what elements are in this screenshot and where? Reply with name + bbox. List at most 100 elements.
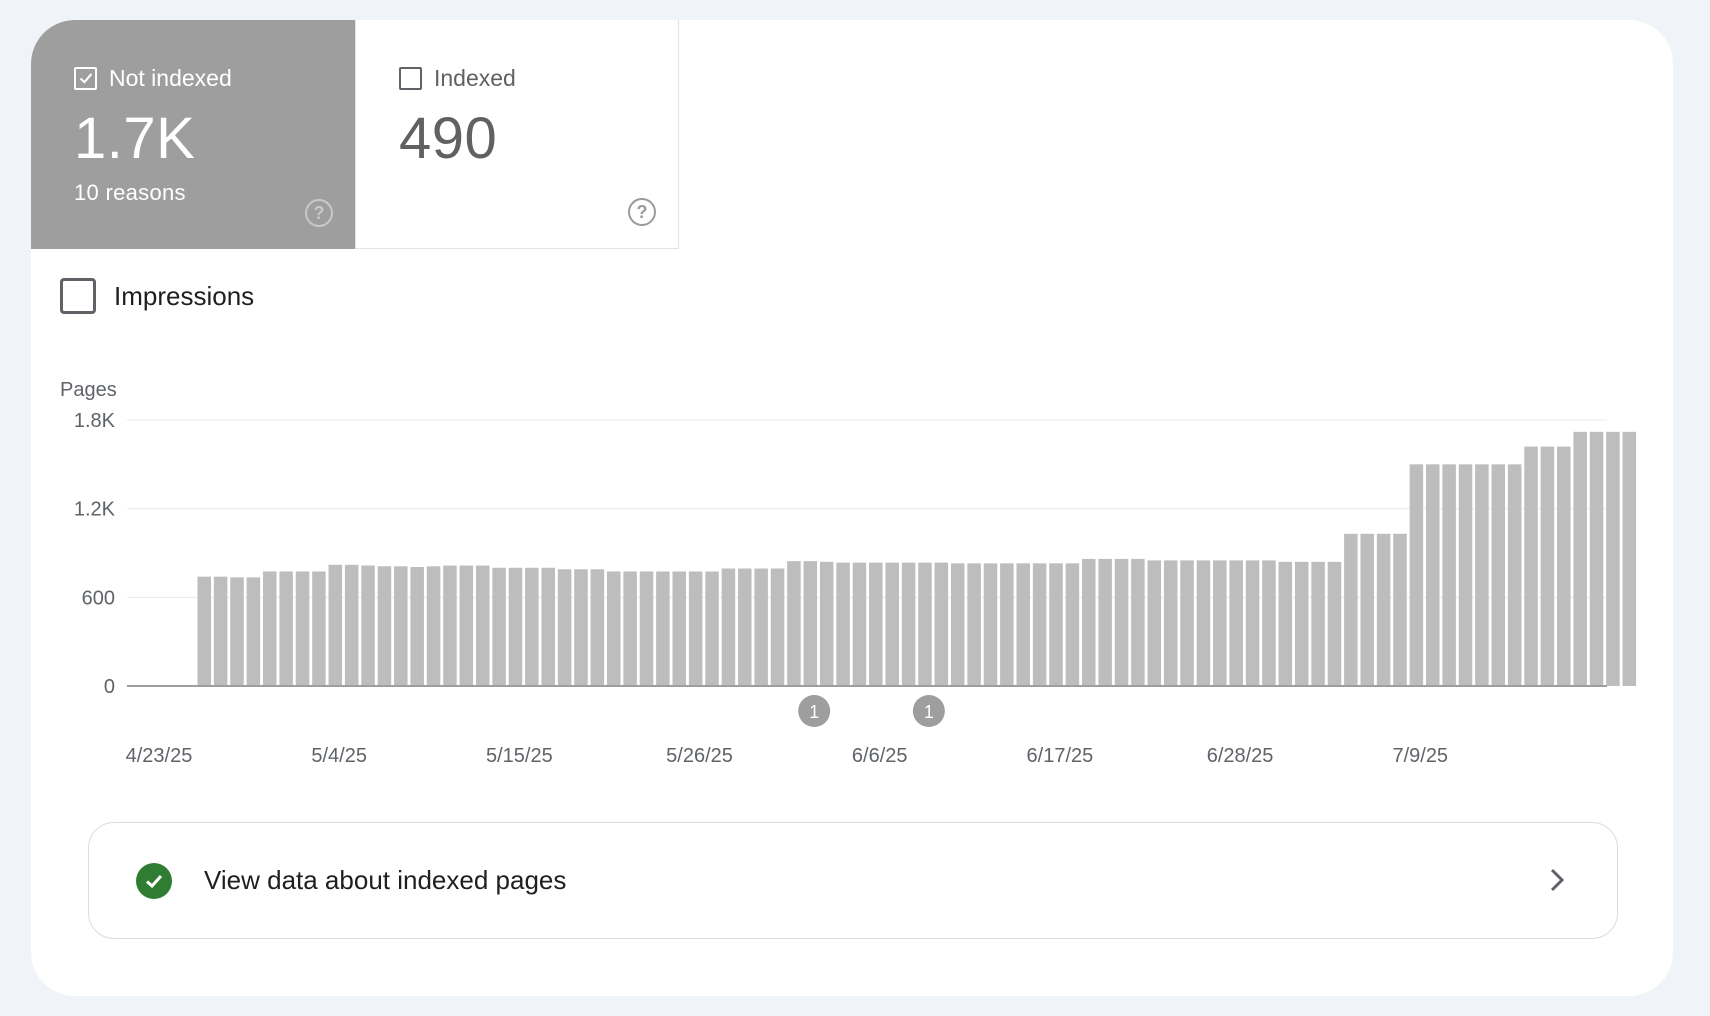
- chart-bar: [1016, 563, 1030, 686]
- chart-bar: [1114, 558, 1129, 686]
- chart-bar: [983, 563, 998, 686]
- chart-bar: [967, 563, 981, 686]
- chart-bar: [1213, 560, 1227, 686]
- impressions-checkbox[interactable]: [60, 278, 96, 314]
- checkbox-not-indexed[interactable]: [74, 66, 97, 90]
- pages-bar-chart: Pages 0 600 1.2K 1.8K 4/23/25 5/4/25 5/15/25 5/2…: [60, 379, 1637, 767]
- chart-bar: [934, 562, 949, 686]
- x-tick-label: 5/15/25: [486, 745, 553, 767]
- chart-bar: [394, 566, 408, 686]
- chart-bar: [1131, 558, 1145, 686]
- chart-bar: [230, 577, 244, 686]
- y-tick-label: 1.2K: [74, 499, 116, 521]
- chart-bar: [1557, 446, 1571, 686]
- help-icon[interactable]: ?: [305, 199, 333, 227]
- chart-bar: [901, 562, 916, 686]
- chart-bar: [492, 567, 506, 686]
- chart-bar: [1491, 464, 1506, 686]
- x-tick-label: 4/23/25: [126, 745, 193, 767]
- annotation-marker: [912, 695, 945, 727]
- impressions-toggle[interactable]: Impressions: [60, 278, 254, 314]
- view-indexed-pages-label: View data about indexed pages: [204, 865, 567, 895]
- checkmark-icon: [79, 73, 92, 84]
- chart-bar: [1409, 464, 1424, 686]
- chart-bar: [1589, 431, 1604, 686]
- chart-bar: [1049, 563, 1063, 686]
- chart-bar: [1278, 561, 1293, 686]
- help-icon[interactable]: ?: [628, 198, 656, 226]
- chart-bar: [295, 571, 310, 686]
- chart-bar: [1393, 533, 1407, 686]
- chart-bar: [426, 566, 441, 686]
- chart-bar: [1540, 446, 1555, 686]
- chart-bar: [1376, 533, 1391, 686]
- chart-bar: [1180, 560, 1194, 686]
- chart-bar: [377, 566, 392, 686]
- tile-indexed[interactable]: Indexed 490 ?: [355, 20, 679, 249]
- impressions-label: Impressions: [114, 280, 255, 311]
- chart-bar: [475, 565, 490, 686]
- check-circle-icon: [136, 862, 172, 899]
- chart-bar: [1147, 560, 1162, 686]
- chart-bar: [1606, 431, 1620, 686]
- y-tick-label: 600: [82, 587, 115, 609]
- chart-bar: [754, 568, 768, 686]
- chart-bar: [525, 567, 539, 686]
- y-tick-label: 0: [104, 676, 115, 698]
- chart-bar: [639, 571, 654, 686]
- chart-bar: [1507, 464, 1522, 686]
- chart-bar: [1475, 464, 1489, 686]
- chart-bar: [885, 562, 899, 686]
- chart-bar: [557, 569, 572, 686]
- chart-bar: [1065, 563, 1080, 686]
- chart-bar: [197, 576, 211, 686]
- x-tick-label: 6/6/25: [852, 745, 908, 767]
- tile-indexed-header: Indexed: [399, 64, 678, 92]
- chart-bar: [328, 564, 343, 686]
- checkbox-indexed[interactable]: [399, 66, 422, 90]
- chart-bar: [656, 571, 670, 686]
- chart-bar: [1622, 431, 1637, 686]
- chart-bar: [1360, 533, 1374, 686]
- chart-bar: [950, 563, 965, 686]
- tile-indexed-value: 490: [399, 106, 498, 171]
- tile-not-indexed[interactable]: Not indexed 1.7K 10 reasons ?: [31, 20, 355, 249]
- chart-bar: [918, 562, 932, 686]
- x-tick-label: 6/17/25: [1027, 745, 1094, 767]
- chart-bar: [869, 562, 883, 686]
- chart-bar: [688, 571, 703, 686]
- chart-bar: [1196, 560, 1211, 686]
- chart-bar: [1524, 446, 1538, 686]
- chart-bar: [1426, 464, 1440, 686]
- chart-bar: [607, 571, 621, 686]
- chart-bar: [1032, 563, 1047, 686]
- chart-bar: [721, 568, 736, 686]
- chart-bar: [787, 561, 801, 686]
- tile-not-indexed-value: 1.7K: [74, 106, 196, 171]
- annotation-label: 1: [924, 702, 934, 722]
- view-indexed-pages-link[interactable]: View data about indexed pages: [88, 822, 1618, 939]
- x-tick-label: 6/28/25: [1207, 745, 1274, 767]
- chart-bar: [574, 569, 588, 686]
- y-axis-title: Pages: [60, 379, 117, 401]
- chart-bar: [344, 564, 359, 686]
- chart-bar: [1082, 558, 1096, 686]
- chart-bar: [1344, 533, 1358, 686]
- x-tick-label: 5/26/25: [666, 745, 733, 767]
- chart-bar: [1163, 560, 1178, 686]
- chart-bar: [459, 565, 474, 686]
- chart-bar: [213, 576, 228, 686]
- index-coverage-card: Not indexed 1.7K 10 reasons ? Indexed 49…: [31, 20, 1673, 996]
- chart-bar: [819, 561, 834, 686]
- chart-bar: [279, 571, 293, 686]
- chart-bar: [312, 571, 326, 686]
- chart-bar: [410, 567, 424, 686]
- chart-bar: [738, 568, 752, 686]
- chart-bar: [1458, 464, 1473, 686]
- chart-bar: [1098, 558, 1112, 686]
- tile-not-indexed-header: Not indexed: [74, 64, 355, 92]
- tile-not-indexed-label: Not indexed: [109, 64, 232, 91]
- chart-bar: [1229, 560, 1243, 686]
- y-tick-label: 1.8K: [74, 410, 116, 432]
- chart-bar: [443, 565, 457, 686]
